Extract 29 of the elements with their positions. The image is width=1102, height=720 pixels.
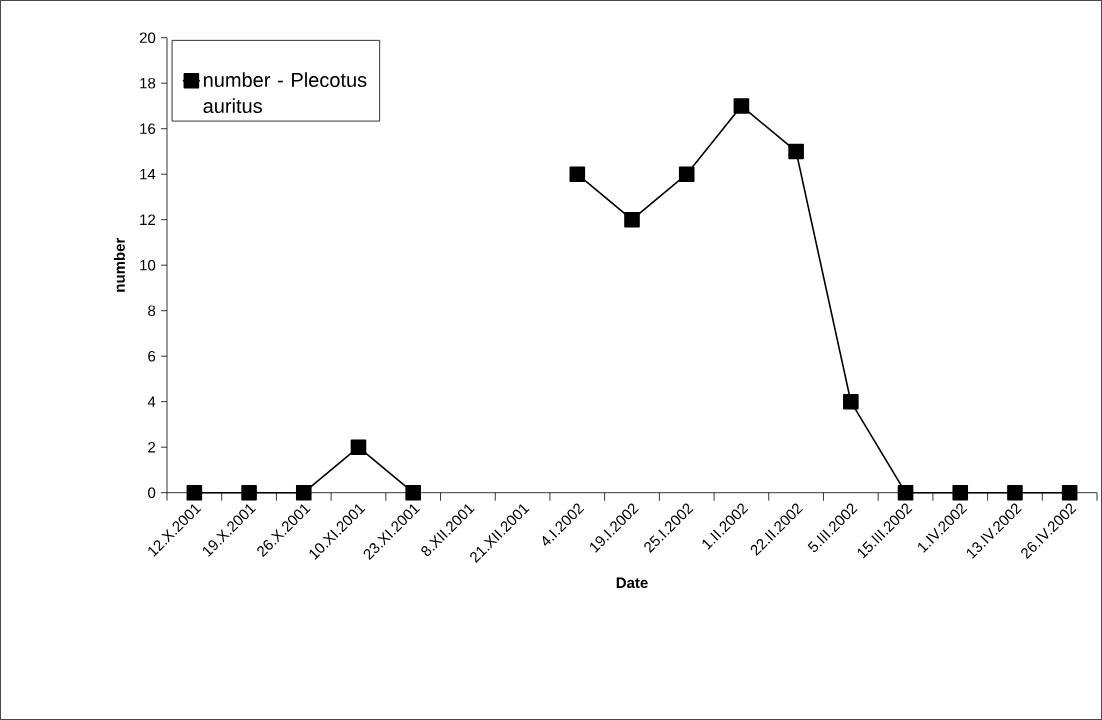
point	[1061, 484, 1078, 501]
point	[624, 211, 640, 228]
point	[1007, 484, 1023, 501]
point	[569, 166, 586, 182]
point	[843, 393, 859, 410]
point	[241, 484, 257, 501]
y-axis-title: number	[113, 237, 125, 292]
point	[186, 484, 203, 501]
y-tick-label: 14	[140, 169, 156, 180]
point	[952, 484, 969, 501]
y-tick-label: 0	[148, 487, 156, 498]
y-tick-label: 18	[140, 77, 156, 89]
y-tick-label: 20	[139, 32, 156, 43]
y-tick-label: 16	[140, 123, 156, 134]
y-tick-label: 4	[147, 396, 156, 407]
point	[350, 439, 367, 455]
point	[678, 166, 695, 182]
legend-label: number - Plecotus auritus	[203, 72, 367, 114]
point	[405, 484, 421, 501]
y-tick-label: 8	[148, 305, 156, 316]
point	[897, 484, 914, 501]
y-tick-label: 12	[140, 214, 156, 225]
y-tick-label: 10	[140, 259, 156, 271]
point	[788, 143, 804, 160]
point	[295, 484, 312, 501]
point	[733, 98, 750, 114]
y-tick-label: 6	[148, 350, 156, 362]
x-axis-title: Date	[616, 577, 648, 589]
y-tick-label: 2	[148, 441, 156, 453]
